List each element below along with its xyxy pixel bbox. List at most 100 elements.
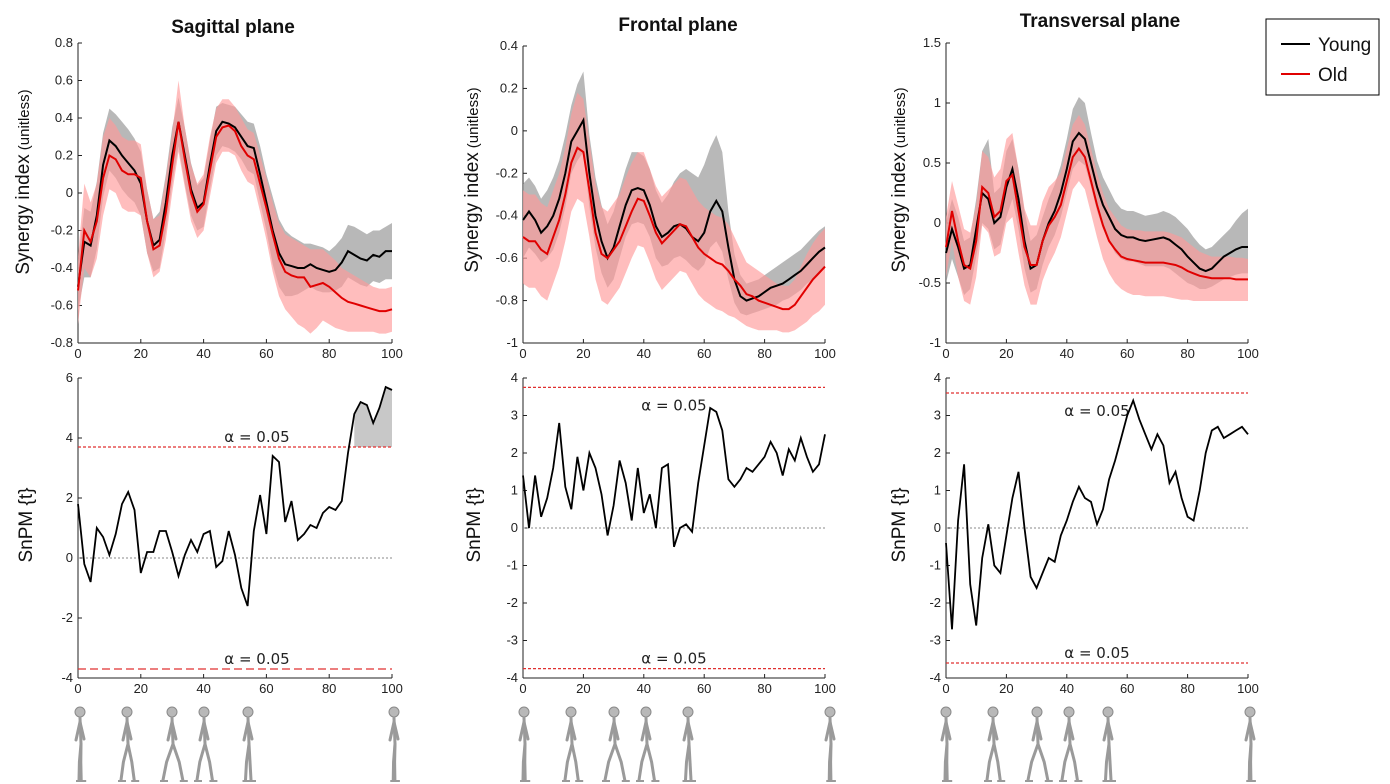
skeleton-leg (603, 742, 617, 782)
y-tick-label: 4 (511, 370, 518, 385)
x-tick-label: 40 (196, 346, 210, 361)
skeleton-leg (637, 742, 649, 782)
skeleton-leg (171, 742, 185, 782)
skeleton-leg (985, 742, 996, 782)
skeleton-arm (991, 720, 999, 741)
y-tick-label: -0.5 (919, 275, 941, 290)
plot-top-left: 0 20 40 60 80 100 -0.8 -0.6 -0.4 -0.2 0 0.2 0.4 0.6 0.… (51, 35, 403, 361)
skeleton-arm (644, 720, 652, 741)
skeleton-head (987, 706, 999, 718)
skeleton-head (388, 706, 400, 718)
y-tick-label: 6 (66, 370, 73, 385)
skeleton-arm (170, 720, 178, 741)
skeleton-arm (125, 720, 133, 741)
y-tick-label: -2 (61, 610, 73, 625)
plot-bottom-left: 0 20 40 60 80 100 -4 -2 0 2 4 6 α = 0.05 α = 0.05 (61, 370, 402, 696)
skeleton-leg (684, 742, 691, 782)
x-tick-label: 80 (757, 346, 771, 361)
skeleton-leg (161, 742, 175, 782)
x-tick-label: 40 (1060, 681, 1074, 696)
skeleton-arm (1067, 720, 1075, 741)
x-tick-label: 0 (519, 681, 526, 696)
y-tick-label: -0.8 (51, 335, 73, 350)
skeleton-leg (1060, 742, 1072, 782)
y-tick-label: -3 (506, 633, 518, 648)
skeleton-leg (126, 742, 136, 782)
y-tick-label: 2 (511, 445, 518, 460)
y-tick-label: -0.6 (51, 298, 73, 313)
band-old (946, 115, 1248, 305)
skeleton-figure (1059, 706, 1083, 782)
y-tick-label: -4 (929, 670, 941, 685)
y-tick-label: 1.5 (923, 35, 941, 50)
y-tick-label: 0 (511, 123, 518, 138)
ylabel-sagittal: Synergy index(unitless) (13, 89, 34, 274)
skeleton-leg (521, 742, 527, 782)
skeleton-arm (828, 720, 836, 741)
y-tick-label: -1 (506, 335, 518, 350)
snpm-curve (77, 385, 393, 607)
skeleton-figure (518, 706, 531, 782)
skeleton-figure (242, 706, 256, 782)
skeleton-leg (77, 742, 83, 782)
x-tick-label: 20 (999, 681, 1013, 696)
line-young (945, 131, 1248, 273)
ylabel-transversal: Synergy index(unitless) (889, 87, 910, 272)
skeleton-leg (992, 742, 1002, 782)
snpm-curve (945, 397, 1249, 630)
skeleton-figure (940, 706, 953, 782)
line-young (77, 120, 392, 287)
x-tick-label: 80 (1180, 681, 1194, 696)
alpha-label-lower: α = 0.05 (1064, 644, 1129, 662)
x-tick-label: 20 (999, 346, 1013, 361)
legend: Young Old (1265, 18, 1380, 96)
skeleton-head (682, 706, 694, 718)
y-tick-label: -4 (61, 670, 73, 685)
x-tick-label: 0 (74, 681, 81, 696)
x-tick-label: 60 (259, 346, 273, 361)
ylabel-snpm-right: SnPM {t} (889, 488, 910, 563)
skeleton-head (1244, 706, 1256, 718)
x-tick-label: 80 (1180, 346, 1194, 361)
x-tick-label: 60 (1120, 681, 1134, 696)
skeleton-figure (1102, 706, 1116, 782)
skeleton-arm (1106, 720, 1114, 741)
x-tick-label: 40 (637, 681, 651, 696)
skeleton-head (198, 706, 210, 718)
skeleton-arm (246, 720, 254, 741)
x-tick-label: 0 (942, 346, 949, 361)
skeleton-leg (1104, 742, 1111, 782)
skeleton-arm (612, 720, 620, 741)
x-tick-label: 80 (322, 681, 336, 696)
skeleton-arm (1035, 720, 1043, 741)
skeleton-arm (522, 720, 530, 741)
skeleton-figure (118, 706, 140, 782)
x-tick-label: 60 (697, 346, 711, 361)
skeleton-leg (391, 742, 397, 782)
y-tick-label: -1 (929, 335, 941, 350)
skeleton-leg (1036, 742, 1050, 782)
skeleton-leg (195, 742, 207, 782)
y-tick-label: 1 (934, 483, 941, 498)
alpha-label-upper: α = 0.05 (641, 396, 706, 414)
y-tick-label: 4 (66, 430, 73, 445)
supra-threshold-cluster (354, 387, 392, 447)
x-tick-label: 100 (814, 681, 836, 696)
skeleton-arm (78, 720, 86, 741)
skeleton-head (1063, 706, 1075, 718)
x-tick-label: 100 (381, 346, 403, 361)
line-young (522, 117, 826, 302)
legend-young-label: Young (1318, 35, 1371, 56)
x-tick-label: 0 (942, 681, 949, 696)
skeleton-arm (686, 720, 694, 741)
x-tick-label: 60 (697, 681, 711, 696)
y-tick-label: -0.6 (496, 250, 518, 265)
ylabel-frontal: Synergy index(unitless) (462, 87, 483, 272)
line-old (945, 146, 1248, 281)
x-tick-label: 60 (1120, 346, 1134, 361)
x-tick-label: 40 (637, 346, 651, 361)
band-old (523, 92, 825, 333)
y-tick-label: -0.2 (496, 165, 518, 180)
plot-bottom-right: 0 20 40 60 80 100 -4 -3 -2 -1 0 1 2 3 4 α = 0.05 α = 0.0… (929, 370, 1258, 696)
